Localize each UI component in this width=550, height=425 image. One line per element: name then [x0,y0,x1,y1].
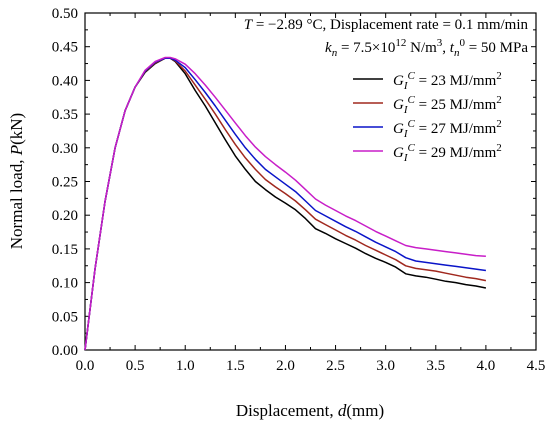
legend-label: GIC = 29 MJ/mm2 [393,142,502,164]
legend-label: GIC = 23 MJ/mm2 [393,70,502,92]
y-tick-label: 0.20 [52,208,78,224]
x-tick-label: 3.5 [426,358,445,374]
y-tick-label: 0.25 [52,175,78,191]
x-tick-label: 0.5 [126,358,145,374]
y-tick-label: 0.05 [52,309,78,325]
y-axis-label: Normal load, P(kN) [7,113,26,249]
y-tick-label: 0.45 [52,40,78,56]
series-line-4 [84,56,486,351]
y-tick-label: 0.35 [52,107,78,123]
y-tick-label: 0.15 [52,242,78,258]
y-tick-label: 0.30 [52,141,78,157]
annotation-line-1: T = −2.89 °C, Displacement rate = 0.1 mm… [244,17,529,33]
x-tick-label: 0.0 [76,358,95,374]
x-axis-ticks: 0.0 0.5 1.0 1.5 2.0 2.5 3.0 3.5 4.0 4.5 [76,13,546,374]
y-tick-label: 0.00 [52,343,78,359]
x-tick-label: 3.0 [376,358,395,374]
series-lines [84,56,487,351]
x-axis-label: Displacement, d(mm) [236,401,384,420]
legend-label: GIC = 27 MJ/mm2 [393,118,502,140]
x-tick-label: 4.0 [477,358,496,374]
x-tick-label: 1.5 [226,358,245,374]
legend-label: GIC = 25 MJ/mm2 [393,94,502,116]
x-tick-label: 2.5 [326,358,345,374]
y-tick-label: 0.40 [52,73,78,89]
x-tick-label: 1.0 [176,358,195,374]
x-tick-label: 4.5 [527,358,546,374]
y-axis-ticks: 0.00 0.05 0.10 0.15 0.20 0.25 0.30 0.35 0.40 0.45… [52,6,536,359]
annotation-line-2: kn = 7.5×1012 N/m3, tn0 = 50 MPa [325,37,528,59]
y-tick-label: 0.50 [52,6,78,22]
y-tick-label: 0.10 [52,276,78,292]
x-tick-label: 2.0 [276,358,295,374]
